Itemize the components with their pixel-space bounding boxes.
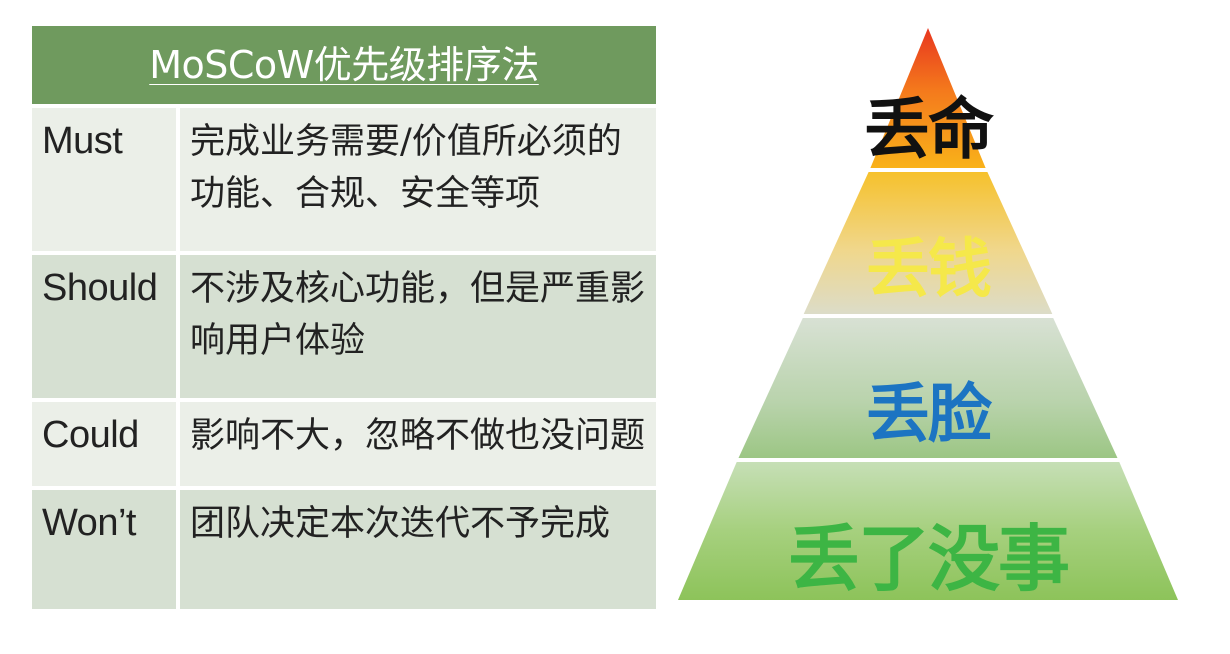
pyramid-label-lose-life: 丢命	[864, 91, 994, 168]
pyramid-level-4	[678, 462, 1178, 600]
table-title: MoSCoW优先级排序法	[32, 26, 656, 104]
row-description: 影响不大，忽略不做也没问题	[180, 402, 656, 486]
row-description-line: 不涉及核心功能，但是严重影	[190, 269, 646, 309]
row-label: Could	[32, 402, 180, 486]
row-description-line: 影响不大，忽略不做也没问题	[190, 416, 646, 456]
row-description-line: 响用户体验	[190, 321, 366, 361]
row-description-line: 完成业务需要/价值所必须的	[190, 122, 622, 162]
row-description: 完成业务需要/价值所必须的 功能、合规、安全等项	[180, 108, 656, 251]
pyramid-label-lose-money: 丢钱	[866, 233, 992, 307]
row-description-line: 团队决定本次迭代不予完成	[190, 504, 611, 544]
pyramid-label-lose-face: 丢脸	[866, 378, 992, 452]
row-description-line: 功能、合规、安全等项	[190, 174, 541, 214]
pyramid-level-3	[738, 318, 1118, 458]
pyramid-level-1	[870, 28, 986, 168]
pyramid-level-2	[803, 172, 1053, 314]
row-label: Must	[32, 108, 180, 251]
table-row-should: Should 不涉及核心功能，但是严重影 响用户体验	[32, 251, 656, 398]
pyramid-graphic	[678, 28, 1178, 600]
table-row-must: Must 完成业务需要/价值所必须的 功能、合规、安全等项	[32, 104, 656, 251]
row-label: Should	[32, 255, 180, 398]
row-description: 不涉及核心功能，但是严重影 响用户体验	[180, 255, 656, 398]
table-row-wont: Won’t 团队决定本次迭代不予完成	[32, 486, 656, 609]
risk-pyramid: 丢命 丢钱 丢脸 丢了没事	[678, 28, 1178, 601]
row-label: Won’t	[32, 490, 180, 609]
pyramid-label-no-loss: 丢了没事	[787, 517, 1070, 601]
moscow-table: MoSCoW优先级排序法 Must 完成业务需要/价值所必须的 功能、合规、安全…	[32, 26, 656, 609]
table-row-could: Could 影响不大，忽略不做也没问题	[32, 398, 656, 486]
row-description: 团队决定本次迭代不予完成	[180, 490, 656, 609]
